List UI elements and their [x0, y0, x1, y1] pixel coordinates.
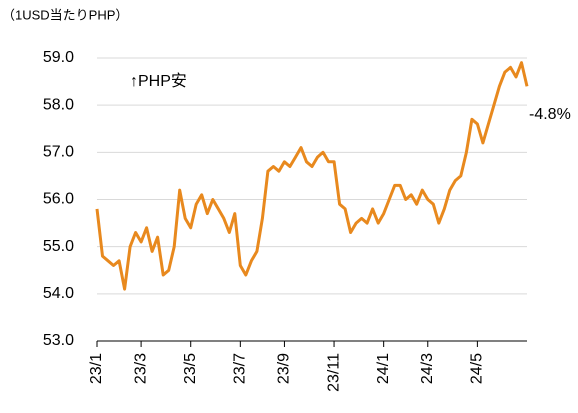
x-tick-label: 23/9 — [276, 353, 293, 384]
y-tick-label: 58.0 — [43, 96, 74, 113]
annotation: ↑PHP安 — [130, 72, 187, 90]
x-tick-label: 23/11 — [325, 353, 342, 392]
x-tick-label: 23/5 — [182, 353, 199, 384]
y-tick-label: 53.0 — [43, 332, 74, 349]
x-tick-label: 24/5 — [469, 353, 486, 384]
x-tick-label: 24/1 — [375, 353, 392, 384]
x-tick-label: 23/3 — [132, 353, 149, 384]
annotation: -4.8% — [529, 106, 571, 123]
x-tick-label: 23/1 — [88, 353, 105, 384]
x-tick-label: 23/7 — [232, 353, 249, 384]
y-tick-label: 59.0 — [43, 49, 74, 66]
unit-label: （1USD当たりPHP） — [2, 7, 128, 22]
y-tick-label: 56.0 — [43, 191, 74, 208]
y-tick-label: 54.0 — [43, 285, 74, 302]
y-tick-label: 57.0 — [43, 144, 74, 161]
x-tick-label: 24/3 — [419, 353, 436, 384]
line-series — [95, 61, 529, 291]
y-tick-label: 55.0 — [43, 238, 74, 255]
